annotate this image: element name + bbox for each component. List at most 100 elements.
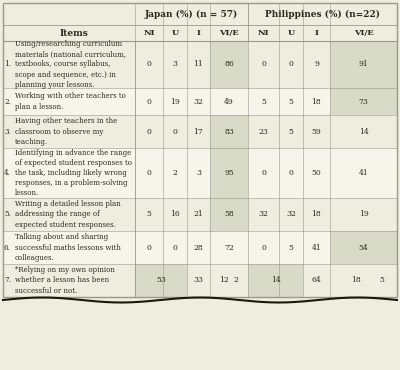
Bar [3,198,397,231]
Text: 18: 18 [351,276,360,285]
Text: Identifying in advance the range
of expected student responses to
the task, incl: Identifying in advance the range of expe… [15,149,132,197]
Bar [210,198,248,231]
Text: 83: 83 [224,128,234,135]
Text: 0: 0 [288,61,294,68]
Text: 7.: 7. [4,276,11,285]
Text: 0: 0 [261,243,266,252]
Text: *Relying on my own opinion
whether a lesson has been
successful or not.: *Relying on my own opinion whether a les… [15,266,115,295]
Bar [3,231,397,264]
Text: 5.: 5. [4,211,11,219]
Text: 16: 16 [170,211,180,219]
Text: 14: 14 [359,128,368,135]
Bar [330,231,397,264]
Text: 95: 95 [224,169,234,177]
Text: 11: 11 [194,61,203,68]
Text: 0: 0 [146,98,152,105]
Text: Having other teachers in the
classroom to observe my
teaching.: Having other teachers in the classroom t… [15,117,117,146]
Text: I: I [314,29,318,37]
Text: 4.: 4. [4,169,11,177]
Bar [3,264,397,297]
Text: 18: 18 [312,98,321,105]
Text: Items: Items [60,28,88,37]
Text: 5: 5 [261,98,266,105]
Text: 54: 54 [359,243,368,252]
Text: Working with other teachers to
plan a lesson.: Working with other teachers to plan a le… [15,92,126,111]
Text: VI/E: VI/E [219,29,239,37]
Text: 50: 50 [312,169,321,177]
Text: 59: 59 [312,128,321,135]
Text: 73: 73 [358,98,368,105]
Text: 0: 0 [288,169,294,177]
Text: VI/E: VI/E [354,29,373,37]
Text: 9: 9 [314,61,319,68]
Text: 0: 0 [146,61,152,68]
Text: 53: 53 [156,276,166,285]
Text: Writing a detailed lesson plan
addressing the range of
expected student response: Writing a detailed lesson plan addressin… [15,201,121,229]
Text: 0: 0 [172,128,178,135]
Text: NI: NI [143,29,155,37]
Text: 32: 32 [258,211,268,219]
Text: NI: NI [258,29,269,37]
Bar [3,3,397,297]
Text: Philippines (%) (n=22): Philippines (%) (n=22) [265,10,380,18]
Text: 18: 18 [312,211,321,219]
Text: 2: 2 [234,276,238,285]
Text: 49: 49 [224,98,234,105]
Text: 0: 0 [261,169,266,177]
Text: 6.: 6. [4,243,11,252]
Text: Using/researching curriculum
materials (national curriculum,
textbooks, course s: Using/researching curriculum materials (… [15,40,126,89]
Text: 41: 41 [312,243,321,252]
Text: 33: 33 [194,276,204,285]
Bar [210,115,248,148]
Text: 2: 2 [172,169,178,177]
Text: 3.: 3. [4,128,11,135]
Text: 3: 3 [172,61,178,68]
Bar [330,41,397,88]
Text: 5: 5 [288,128,294,135]
Text: I: I [196,29,200,37]
Bar [248,264,303,297]
Text: Japan (%) (n = 57): Japan (%) (n = 57) [145,10,238,18]
Bar [210,148,248,198]
Text: 72: 72 [224,243,234,252]
Text: 64: 64 [312,276,321,285]
Bar [3,88,397,115]
Bar [210,41,248,88]
Text: 5: 5 [146,211,152,219]
Bar [3,148,397,198]
Bar [3,41,397,88]
Text: 0: 0 [146,169,152,177]
Text: 91: 91 [359,61,368,68]
Text: 0: 0 [146,128,152,135]
Text: 21: 21 [194,211,203,219]
Text: 5: 5 [288,243,294,252]
Text: 0: 0 [146,243,152,252]
Text: 3: 3 [196,169,201,177]
Bar [330,88,397,115]
Text: 58: 58 [224,211,234,219]
Text: 0: 0 [172,243,178,252]
Text: U: U [171,29,179,37]
Text: 5: 5 [288,98,294,105]
Text: 19: 19 [359,211,368,219]
Text: 0: 0 [261,61,266,68]
Text: 5: 5 [379,276,384,285]
Text: 2.: 2. [4,98,11,105]
Text: 1.: 1. [4,61,11,68]
Text: 17: 17 [194,128,203,135]
Text: 12: 12 [219,276,229,285]
Text: U: U [287,29,295,37]
Bar [3,3,397,297]
Bar [3,115,397,148]
Bar [3,25,397,41]
Text: 32: 32 [286,211,296,219]
Text: 32: 32 [194,98,204,105]
Text: 19: 19 [170,98,180,105]
Text: 28: 28 [194,243,203,252]
Text: 41: 41 [359,169,368,177]
Bar [135,264,187,297]
Text: Talking about and sharing
successful maths lessons with
colleagues.: Talking about and sharing successful mat… [15,233,121,262]
Text: 86: 86 [224,61,234,68]
Bar [3,3,397,25]
Text: 14: 14 [271,276,280,285]
